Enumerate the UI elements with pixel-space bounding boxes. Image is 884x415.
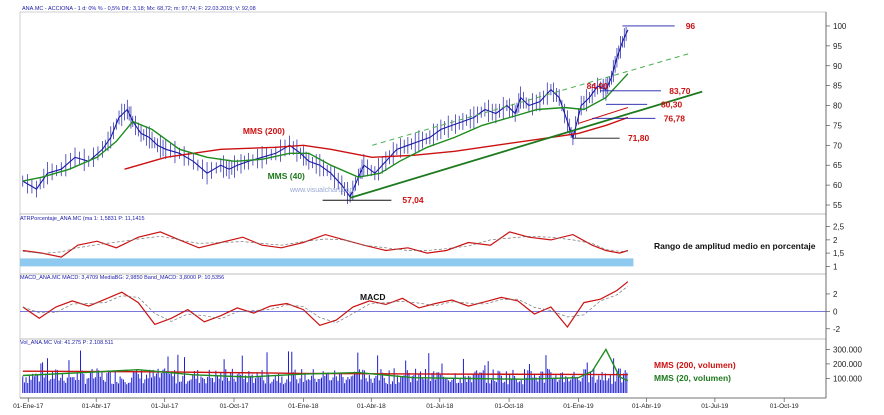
y-tick-label: -2 xyxy=(833,325,841,334)
y-tick-label: 0 xyxy=(833,307,838,316)
x-tick-label: 01-Abr-18 xyxy=(357,403,386,410)
panel-frame xyxy=(19,11,827,215)
price-caption: ANA.MC - ACCIONA - 1 d: 0% % - 0,5% Dif.… xyxy=(22,6,256,12)
volume-legend-label: MMS (200, volumen) xyxy=(654,360,736,370)
atr-line xyxy=(22,231,629,258)
x-tick-label: 01-Abr-19 xyxy=(632,403,661,410)
y-tick-label: 80 xyxy=(833,102,842,111)
y-tick-label: 2 xyxy=(833,290,838,299)
y-tick-label: 300.000 xyxy=(833,345,862,354)
x-tick-label: 01-Jul-18 xyxy=(426,403,453,410)
x-tick-label: 01-Ene-17 xyxy=(13,403,44,410)
series-annotation: MMS (40) xyxy=(268,171,305,181)
channel-lower-line xyxy=(578,107,629,124)
y-tick-label: 75 xyxy=(833,121,842,130)
mms200-line xyxy=(124,116,629,170)
x-tick-label: 01-Jul-19 xyxy=(701,403,728,410)
volume-mms20-line xyxy=(22,347,629,382)
support-trendline xyxy=(349,90,703,199)
level-label: 80,30 xyxy=(661,99,683,109)
level-label: 96 xyxy=(686,21,696,31)
volume-legend-label: MMS (20, volumen) xyxy=(654,373,731,383)
y-tick-label: 70 xyxy=(833,141,842,150)
y-tick-label: 60 xyxy=(833,181,842,190)
mms40-line xyxy=(22,73,629,182)
y-tick-label: 55 xyxy=(833,201,842,210)
watermark: www.visualchart.com xyxy=(289,187,356,194)
y-tick-label: 200.000 xyxy=(833,360,862,369)
y-tick-label: 65 xyxy=(833,161,842,170)
y-tick-label: 90 xyxy=(833,62,842,71)
y-tick-label: 2 xyxy=(833,236,838,245)
macd-caption: MACD_ANA.MC MACD: 3,4709 MediaBG: 2,9850… xyxy=(20,275,224,281)
atr-note: Rango de amplitud medio en porcentaje xyxy=(654,241,816,251)
macd-note: MACD xyxy=(360,292,386,302)
y-tick-label: 100 xyxy=(833,22,847,31)
macd-signal-line xyxy=(22,285,629,324)
y-tick-label: 95 xyxy=(833,42,842,51)
x-tick-label: 01-Oct-18 xyxy=(495,403,524,410)
volume-caption: Vol_ANA.MC Vol: 41.275 P: 2.108.511 xyxy=(20,340,113,346)
atr-signal-line xyxy=(22,235,628,254)
y-tick-label: 85 xyxy=(833,82,842,91)
x-tick-label: 01-Oct-19 xyxy=(770,403,799,410)
price-series-line xyxy=(22,29,629,199)
level-label: 57,04 xyxy=(402,195,424,205)
y-tick-label: 2,5 xyxy=(833,223,845,232)
x-tick-label: 01-Ene-19 xyxy=(563,403,594,410)
y-tick-label: 100.000 xyxy=(833,374,862,383)
series-annotation: MMS (200) xyxy=(243,126,285,136)
channel-upper-line xyxy=(371,53,689,146)
x-tick-label: 01-Abr-17 xyxy=(82,403,111,410)
y-tick-label: 1,5 xyxy=(833,249,845,258)
level-label: 71,80 xyxy=(628,133,650,143)
x-tick-label: 01-Oct-17 xyxy=(220,403,249,410)
x-tick-label: 01-Ene-18 xyxy=(288,403,319,410)
level-label: 76,78 xyxy=(664,113,686,123)
x-tick-label: 01-Jul-17 xyxy=(151,403,178,410)
macd-line xyxy=(22,281,629,329)
level-label: 84,90 xyxy=(587,81,609,91)
y-tick-label: 1 xyxy=(833,262,838,271)
level-label: 83,70 xyxy=(669,86,691,96)
atr-band xyxy=(20,258,634,267)
atr-caption: ATRPorcentaje_ANA.MC (ma 1: 1,5831 P: 11… xyxy=(20,216,145,222)
